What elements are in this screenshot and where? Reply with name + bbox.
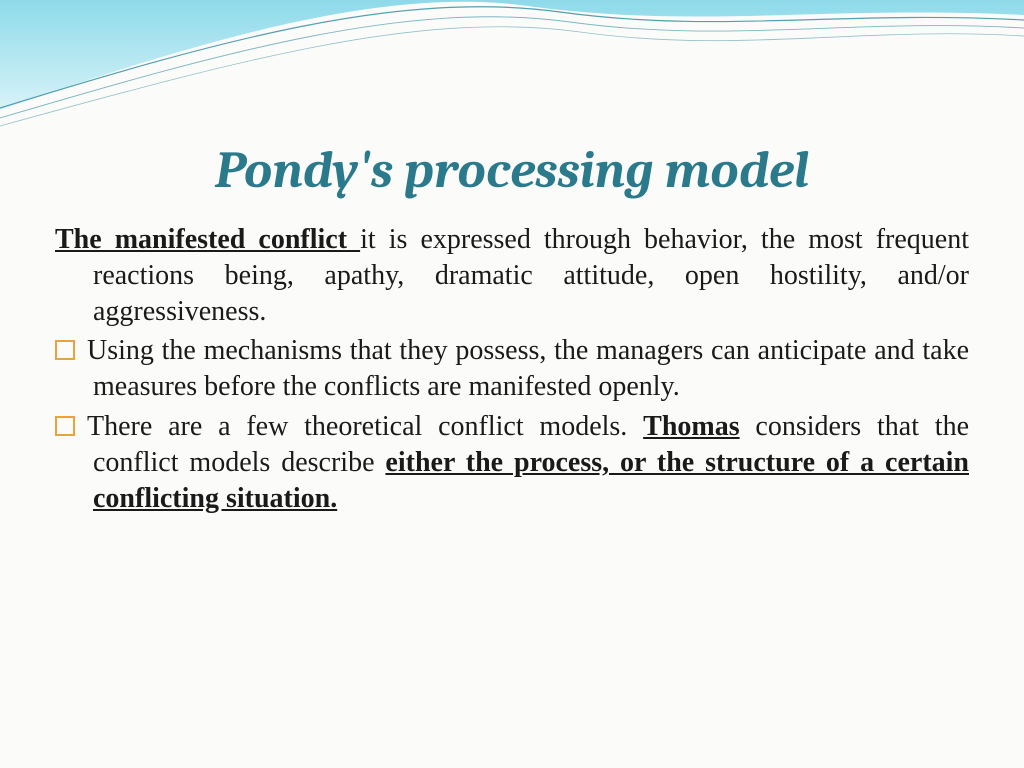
bullet-icon (55, 340, 75, 360)
paragraph-manifested-conflict: The manifested conflict it is expressed … (55, 222, 969, 329)
bullet-theoretical-models: There are a few theoretical conflict mod… (55, 409, 969, 516)
bullet3-thomas: Thomas (643, 411, 739, 442)
slide-content: Pondy's processing model The manifested … (0, 0, 1024, 517)
bullet-mechanisms: Using the mechanisms that they possess, … (55, 333, 969, 405)
bullet2-text: Using the mechanisms that they possess, … (87, 335, 969, 402)
slide-title: Pondy's processing model (55, 140, 969, 200)
bullet3-part-a: There are a few theoretical conflict mod… (87, 411, 643, 442)
lead-phrase: The manifested conflict (55, 224, 360, 255)
bullet-icon (55, 416, 75, 436)
